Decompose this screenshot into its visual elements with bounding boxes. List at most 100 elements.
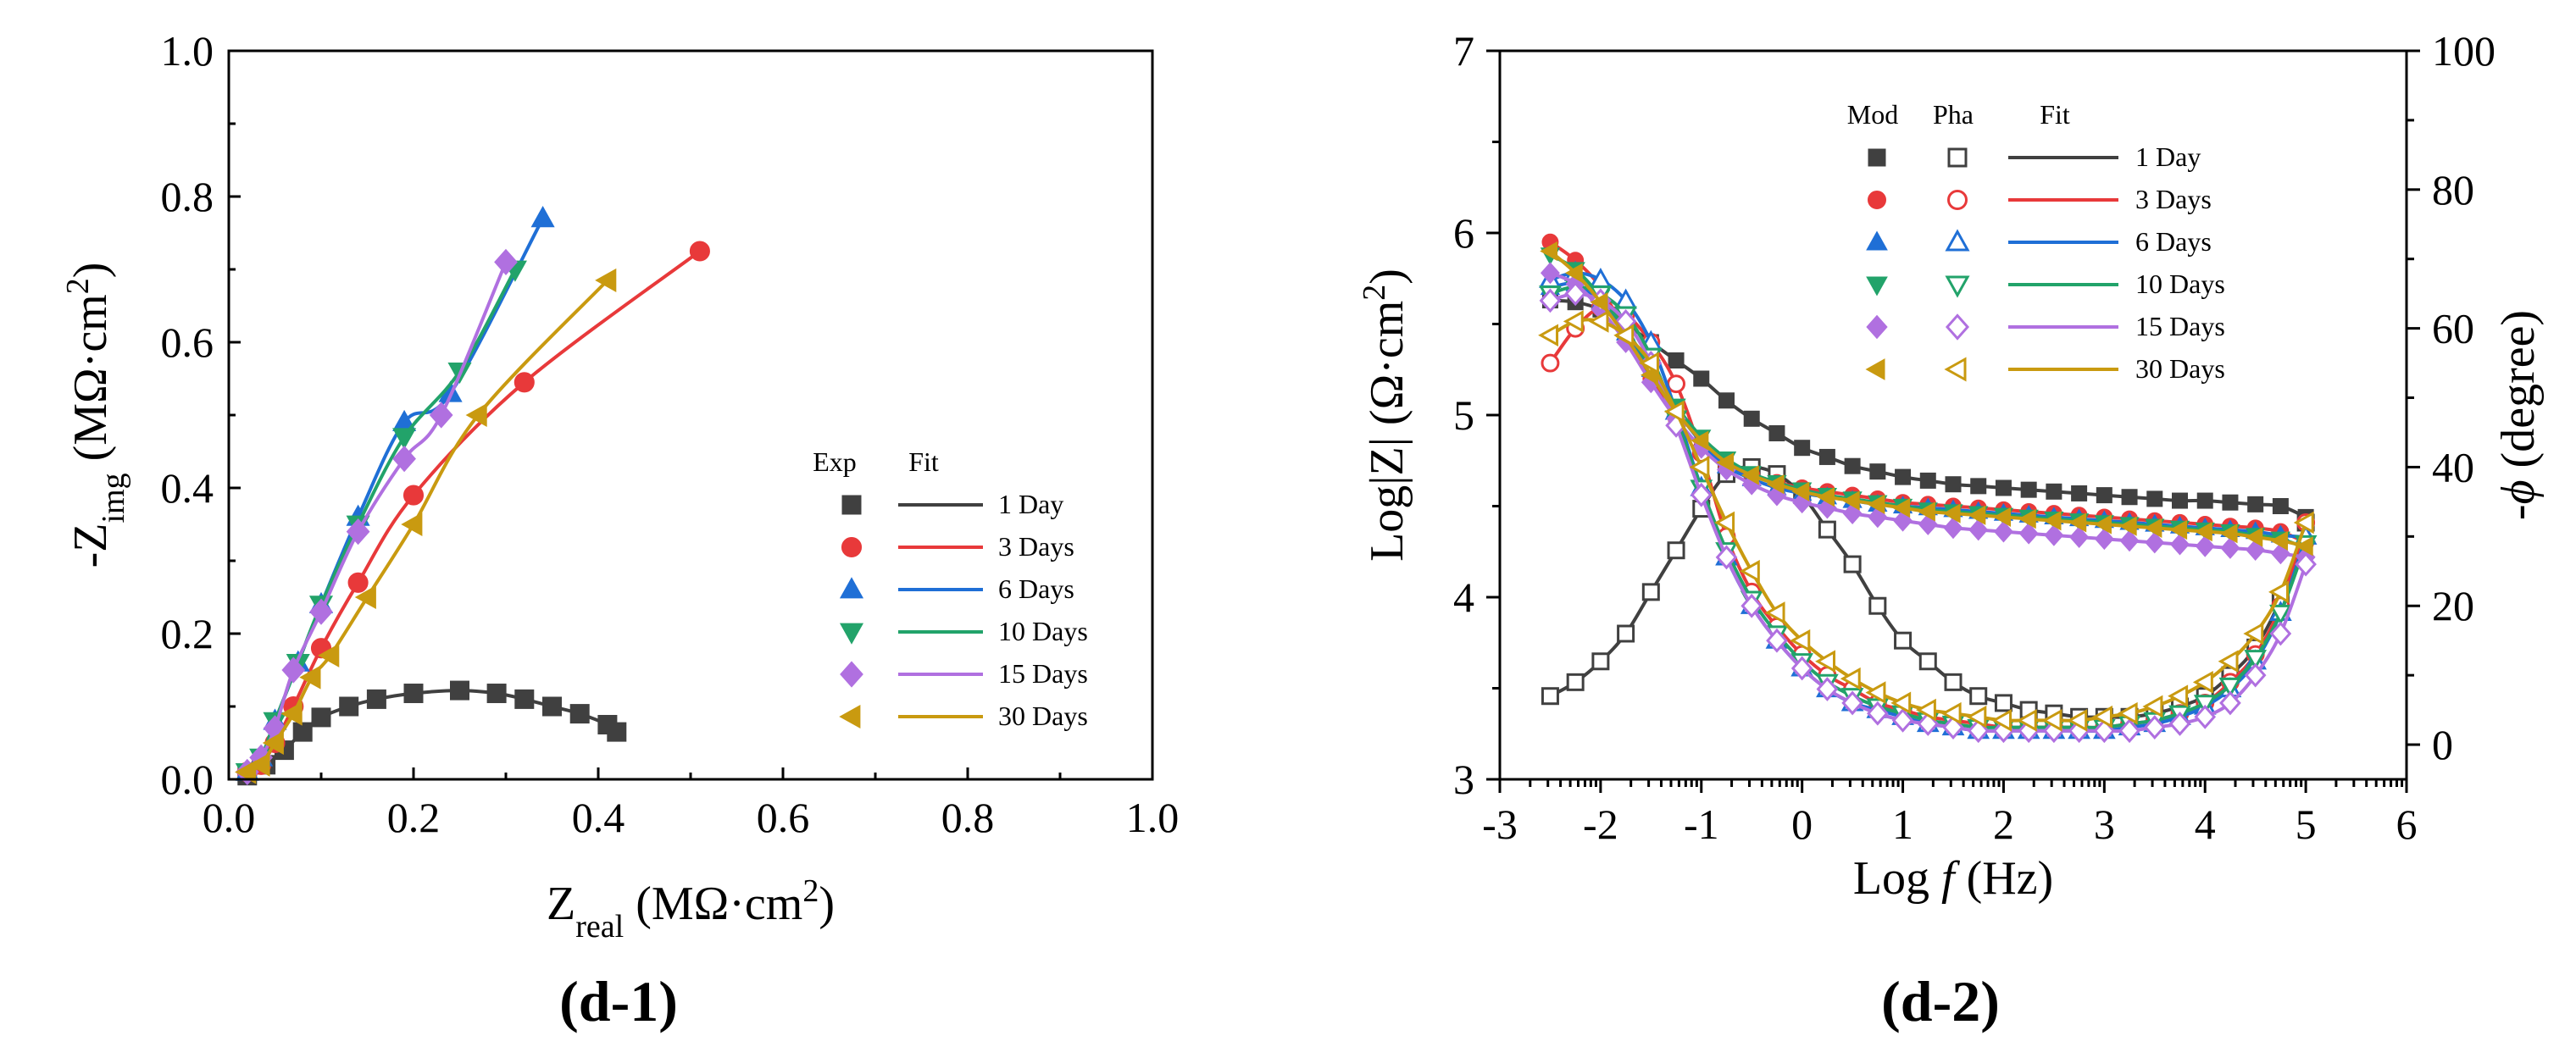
bode-legend-label: 10 Days [2135,269,2225,299]
bode-phase-point [2269,604,2292,625]
bode-phase-point [1667,374,1686,394]
bode-x-axis-title: Log f (Hz) [1853,852,2053,905]
bode-modulus-point [2119,529,2140,552]
bode-phase-point [1840,667,1861,690]
bode-phase-point [1667,541,1685,560]
bode-phase-point [1564,281,1586,307]
bode-legend-mod-marker [1868,191,1886,209]
bode-plot-area [1538,233,2318,744]
nyquist-point [347,572,369,593]
bode-x-tick-label: -3 [1482,800,1518,848]
bode-legend-pha-marker [1947,147,1968,168]
bode-modulus-point [1743,410,1760,427]
nyquist-legend-header-fit: Fit [908,446,939,477]
bode-legend-label: 15 Days [2135,311,2225,341]
bode-phase-point [2218,677,2242,698]
bode-modulus-point [1942,503,1961,524]
bode-phase-point [1790,629,1811,652]
nyquist-point [309,598,333,625]
bode-phase-point [1994,694,2012,712]
nyquist-legend-label: 15 Days [998,658,1088,689]
nyquist-y-tick-label: 0.6 [161,319,214,366]
bode-modulus-point [2172,492,2188,509]
bode-y2-tick-label: 80 [2432,166,2474,213]
nyquist-point [595,268,617,292]
bode-phase-point [2067,709,2088,732]
bode-modulus-point [1690,430,1709,451]
bode-axes: -3 -2 -1 0 1 2 3 4 5 6 3 4 5 6 7 0 20 40 60 80 100 [1453,27,2496,848]
bode-modulus-point [2194,521,2212,542]
bode-modulus-point [1718,392,1735,409]
bode-phase-point [2142,695,2163,718]
nyquist-legend-label: 3 Days [998,531,1074,562]
bode-modulus-point [1590,292,1608,313]
nyquist-point [403,684,424,704]
bode-modulus-point [1895,468,1912,485]
nyquist-legend-marker [839,577,864,599]
bode-modulus-point [1919,472,1936,489]
nyquist-x-tick-label: 1.0 [1126,794,1180,841]
bode-modulus-point [1968,505,1986,525]
bode-modulus-point [2295,536,2313,557]
bode-legend-pha-marker [1945,275,1970,298]
bode-y-tick-label: 5 [1453,391,1474,439]
bode-phase-point [1843,555,1862,573]
bode-phase-point [2269,621,2292,646]
bode-y-tick-label: 7 [1453,27,1474,75]
bode-modulus-point [2094,514,2112,535]
bode-phase-point [1790,656,1813,681]
bode-phase-point [1740,593,1763,618]
bode-modulus-point [2068,512,2087,533]
bode-phase-point [2143,715,2166,740]
nyquist-point [311,707,331,728]
bode-modulus-point [2146,490,2163,507]
nyquist-legend: Exp Fit 1 Day 3 Days 6 Days 10 Days 15 Days 30 … [813,446,1088,731]
bode-phase-point [2193,695,2217,716]
bode-modulus-point [1740,465,1759,485]
nyquist-point [281,656,306,684]
bode-phase-point [2218,650,2239,673]
nyquist-point [402,485,425,506]
nyquist-x-tick-label: 0.8 [941,794,995,841]
bode-modulus-point [1540,241,1558,262]
bode-phase-point [1969,687,1988,706]
bode-modulus-point [1791,481,1810,501]
bode-y2-axis-title: -ϕ (degree) [2492,310,2545,520]
bode-legend-pha-marker [1945,313,1970,341]
nyquist-point [292,722,313,742]
bode-legend-label: 3 Days [2135,184,2212,214]
nyquist-point [542,696,562,717]
bode-modulus-point [1768,425,1785,441]
bode-y-tick-label: 6 [1453,209,1474,257]
bode-phase-point [1539,288,1562,313]
bode-x-tick-label: -2 [1583,800,1618,848]
bode-phase-point [1940,701,1962,725]
bode-legend-mod-marker [1865,358,1885,380]
bode-modulus-point [2046,483,2062,500]
nyquist-legend-label: 30 Days [998,701,1088,731]
nyquist-legend-marker [839,704,861,729]
nyquist-point [530,206,555,228]
bode-phase-point [1613,324,1635,347]
bode-phase-point [2168,684,2189,708]
bode-modulus-point [2094,528,2114,551]
bode-modulus-point [2196,492,2213,509]
bode-phase-point [2194,704,2217,729]
nyquist-point [354,584,376,610]
bode-modulus-point [2219,524,2238,544]
bode-phase-point [1815,650,1835,673]
nyquist-fit-line [246,249,702,774]
bode-modulus-point [1841,490,1860,511]
bode-phase-point [1541,687,1559,706]
nyquist-legend-marker [841,495,862,515]
bode-modulus-point [1818,448,1835,465]
bode-phase-point [2016,709,2037,732]
bode-modulus-point [1766,474,1785,495]
bode-x-tick-label: 6 [2396,800,2418,848]
bode-modulus-point [2145,531,2165,554]
bode-modulus-point [1945,476,1962,493]
bode-phase-point [1641,583,1660,601]
bode-phase-point [1538,324,1559,347]
bode-phase-point [1689,456,1710,479]
bode-x-tick-label: -1 [1684,800,1719,848]
